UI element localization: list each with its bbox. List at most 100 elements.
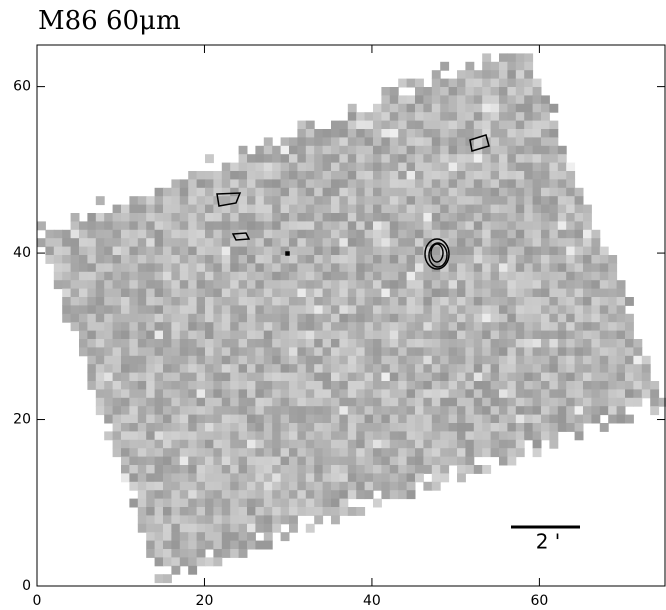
image-pixel xyxy=(314,364,324,374)
image-pixel xyxy=(423,162,433,172)
image-pixel xyxy=(482,95,492,105)
image-pixel xyxy=(473,339,483,348)
image-pixel xyxy=(314,145,324,155)
image-pixel xyxy=(398,171,408,180)
image-pixel xyxy=(641,381,651,390)
image-pixel xyxy=(583,347,592,357)
image-pixel xyxy=(499,439,508,449)
image-pixel xyxy=(154,549,164,558)
image-pixel xyxy=(356,305,366,315)
image-pixel xyxy=(280,145,290,155)
image-pixel xyxy=(423,221,433,231)
image-pixel xyxy=(238,330,248,340)
image-pixel xyxy=(557,389,567,399)
image-pixel xyxy=(406,381,416,390)
image-pixel xyxy=(566,389,576,399)
image-pixel xyxy=(45,229,55,239)
image-pixel xyxy=(255,364,265,374)
image-pixel xyxy=(440,439,450,449)
image-pixel xyxy=(490,112,500,122)
image-pixel xyxy=(280,347,290,357)
image-pixel xyxy=(314,229,324,239)
image-pixel xyxy=(364,171,374,180)
image-pixel xyxy=(263,532,273,542)
image-pixel xyxy=(473,179,483,189)
image-pixel xyxy=(406,187,416,197)
image-pixel xyxy=(591,364,601,374)
image-pixel xyxy=(331,162,340,172)
image-pixel xyxy=(263,238,273,248)
image-pixel xyxy=(608,389,618,399)
image-pixel xyxy=(289,255,298,264)
image-pixel xyxy=(305,171,315,180)
image-pixel xyxy=(549,187,559,197)
image-pixel xyxy=(213,465,223,474)
image-pixel xyxy=(171,347,181,357)
image-pixel xyxy=(247,280,256,290)
image-pixel xyxy=(213,372,223,382)
image-pixel xyxy=(490,364,500,374)
image-pixel xyxy=(373,145,382,155)
image-pixel xyxy=(440,120,450,130)
image-pixel xyxy=(406,347,416,357)
image-pixel xyxy=(339,465,349,474)
image-pixel xyxy=(415,204,424,214)
image-pixel xyxy=(431,271,441,281)
image-pixel xyxy=(129,481,139,491)
image-pixel xyxy=(398,423,408,432)
image-pixel xyxy=(524,204,534,214)
image-pixel xyxy=(633,339,643,348)
image-pixel xyxy=(79,255,88,264)
image-pixel xyxy=(289,179,298,189)
image-pixel xyxy=(608,397,618,407)
image-pixel xyxy=(297,473,307,483)
image-pixel xyxy=(163,305,172,315)
image-pixel xyxy=(213,381,223,390)
image-pixel xyxy=(524,187,534,197)
image-pixel xyxy=(272,238,282,248)
image-pixel xyxy=(389,112,399,122)
image-pixel xyxy=(263,540,273,550)
image-pixel xyxy=(314,154,324,164)
image-pixel xyxy=(457,255,466,264)
image-pixel xyxy=(347,364,357,374)
image-pixel xyxy=(121,297,130,306)
image-pixel xyxy=(104,229,114,239)
image-pixel xyxy=(490,95,500,105)
image-pixel xyxy=(163,557,172,567)
image-pixel xyxy=(339,473,349,483)
image-pixel xyxy=(247,540,256,550)
image-pixel xyxy=(482,162,492,172)
image-pixel xyxy=(541,263,550,273)
image-pixel xyxy=(255,507,265,516)
image-pixel xyxy=(205,414,214,424)
image-pixel xyxy=(188,389,198,399)
image-pixel xyxy=(121,238,130,248)
image-pixel xyxy=(45,255,55,264)
image-pixel xyxy=(322,313,332,323)
image-pixel xyxy=(373,389,382,399)
image-pixel xyxy=(524,162,534,172)
image-pixel xyxy=(112,397,122,407)
image-pixel xyxy=(499,423,508,432)
image-pixel xyxy=(171,213,181,222)
image-pixel xyxy=(137,364,147,374)
image-pixel xyxy=(398,229,408,239)
image-pixel xyxy=(499,221,508,231)
image-pixel xyxy=(457,414,466,424)
image-pixel xyxy=(129,229,139,239)
image-pixel xyxy=(499,87,508,96)
image-pixel xyxy=(188,549,198,558)
image-pixel xyxy=(163,423,172,432)
image-pixel xyxy=(557,297,567,306)
image-pixel xyxy=(322,129,332,138)
image-pixel xyxy=(381,196,391,206)
image-pixel xyxy=(356,196,366,206)
image-pixel xyxy=(574,330,584,340)
image-pixel xyxy=(465,95,475,105)
image-pixel xyxy=(163,414,172,424)
image-pixel xyxy=(213,238,223,248)
image-pixel xyxy=(322,498,332,508)
image-pixel xyxy=(406,103,416,113)
image-pixel xyxy=(524,137,534,147)
